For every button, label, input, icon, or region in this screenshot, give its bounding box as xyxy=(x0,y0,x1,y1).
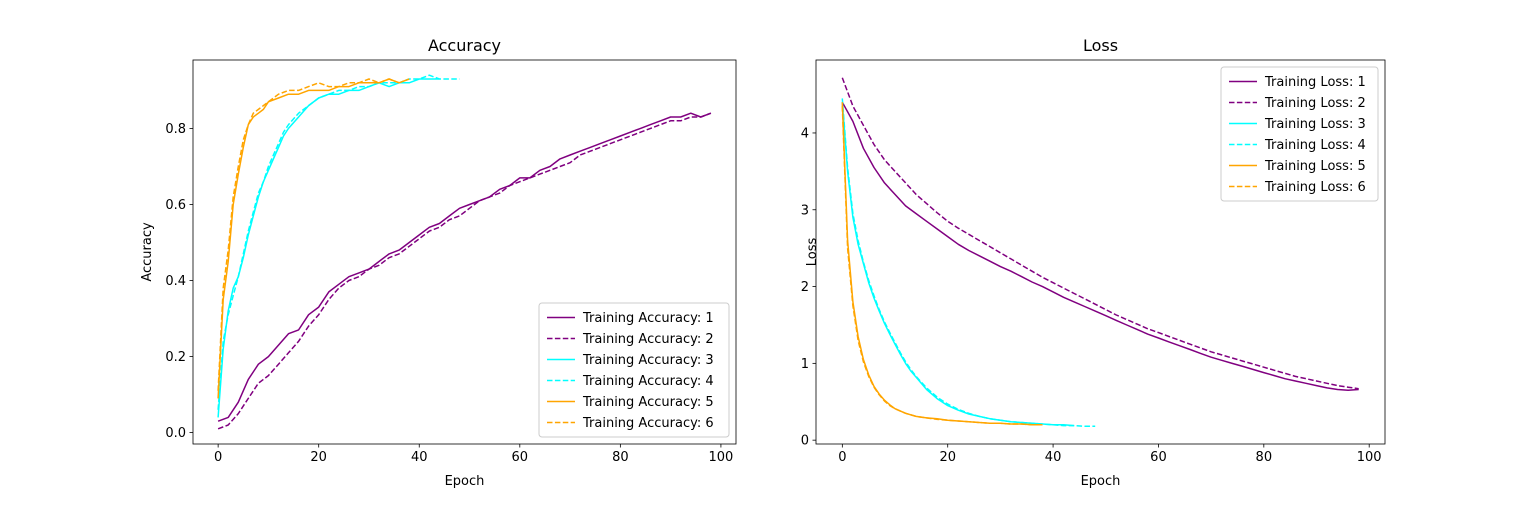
y-tick-label: 4 xyxy=(801,126,809,141)
series-line-6 xyxy=(841,106,1033,426)
x-tick-label: 60 xyxy=(1150,450,1167,465)
y-tick-label: 0.8 xyxy=(165,122,186,137)
x-tick-label: 40 xyxy=(1045,450,1062,465)
series-line-2 xyxy=(217,112,712,430)
y-tick-label: 0.0 xyxy=(165,426,186,441)
y-tick-label: 0 xyxy=(801,434,809,449)
legend-label-5: Training Accuracy: 5 xyxy=(582,395,714,410)
axes-frame xyxy=(192,59,737,445)
legend-label-2: Training Accuracy: 2 xyxy=(582,332,714,347)
y-axis-label: Accuracy xyxy=(140,222,155,282)
legend-label-1: Training Loss: 1 xyxy=(1264,75,1366,90)
legend-label-2: Training Loss: 2 xyxy=(1264,96,1366,111)
legend-label-3: Training Accuracy: 3 xyxy=(582,353,714,368)
series-line-1 xyxy=(217,112,712,422)
chart-title: Accuracy xyxy=(428,36,501,55)
legend-label-3: Training Loss: 3 xyxy=(1264,117,1366,132)
legend-box xyxy=(1220,66,1379,202)
x-axis-label: Epoch xyxy=(445,474,485,489)
series-line-5 xyxy=(217,78,410,399)
x-tick-label: 80 xyxy=(1256,450,1273,465)
x-tick-label: 100 xyxy=(1357,450,1382,465)
series-lines xyxy=(841,77,1359,428)
legend-box xyxy=(538,302,730,438)
series-line-3 xyxy=(841,102,1075,427)
y-tick-label: 0.6 xyxy=(165,198,186,213)
x-tick-label: 20 xyxy=(310,450,327,465)
x-tick-label: 40 xyxy=(411,450,428,465)
legend-label-4: Training Accuracy: 4 xyxy=(582,374,714,389)
legend-label-1: Training Accuracy: 1 xyxy=(582,311,714,326)
chart-title: Loss xyxy=(1083,36,1118,55)
y-tick-label: 1 xyxy=(801,357,809,372)
x-tick-label: 80 xyxy=(612,450,629,465)
x-tick-label: 20 xyxy=(939,450,956,465)
legend-label-6: Training Accuracy: 6 xyxy=(582,416,714,431)
x-axis-label: Epoch xyxy=(1081,474,1121,489)
x-tick-label: 60 xyxy=(512,450,529,465)
subplot-2: 0 20 40 60 80 100 0 1 2 3 4 Loss Epoch Loss Training L… xyxy=(801,36,1386,489)
series-lines xyxy=(217,74,712,430)
x-tick-label: 0 xyxy=(838,450,846,465)
legend-label-5: Training Loss: 5 xyxy=(1264,159,1366,174)
legend: Training Accuracy: 1 Training Accuracy: 2… xyxy=(538,302,730,438)
subplot-1: 0 20 40 60 80 100 0.0 0.2 0.4 0.6 0.8 Accuracy Epoch… xyxy=(140,36,737,489)
x-tick-label: 0 xyxy=(214,450,222,465)
y-axis-label: Loss xyxy=(805,238,820,267)
series-line-6 xyxy=(217,78,400,391)
legend-label-4: Training Loss: 4 xyxy=(1264,138,1366,153)
y-tick-label: 0.2 xyxy=(165,350,186,365)
series-line-4 xyxy=(841,98,1096,428)
y-tick-label: 0.4 xyxy=(165,274,186,289)
axes-frame xyxy=(815,59,1386,445)
series-line-3 xyxy=(217,78,440,418)
legend: Training Loss: 1 Training Loss: 2 Training… xyxy=(1220,66,1379,202)
series-line-5 xyxy=(841,102,1043,426)
series-line-4 xyxy=(217,74,460,410)
series-line-1 xyxy=(841,101,1359,391)
y-tick-label: 2 xyxy=(801,280,809,295)
y-tick-label: 3 xyxy=(801,203,809,218)
legend-label-6: Training Loss: 6 xyxy=(1264,180,1366,195)
series-line-2 xyxy=(841,77,1359,390)
x-tick-label: 100 xyxy=(709,450,734,465)
